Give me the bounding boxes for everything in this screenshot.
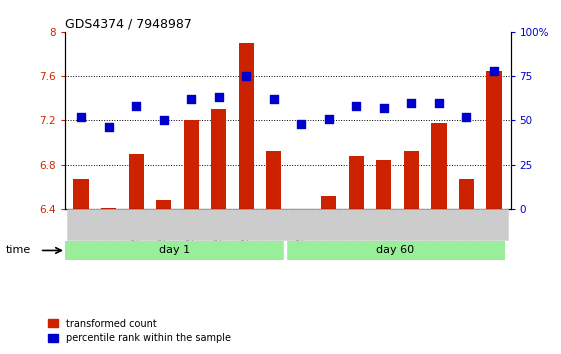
Bar xyxy=(343,210,370,240)
Bar xyxy=(398,210,425,240)
Bar xyxy=(95,210,122,240)
Text: GDS4374 / 7948987: GDS4374 / 7948987 xyxy=(65,18,191,31)
Bar xyxy=(183,120,199,209)
Bar xyxy=(376,160,392,209)
Point xyxy=(324,116,333,121)
Point xyxy=(297,121,306,127)
Bar xyxy=(122,210,150,240)
Bar xyxy=(404,152,419,209)
Bar xyxy=(321,196,337,209)
Point xyxy=(187,96,196,102)
Bar xyxy=(425,210,453,240)
Bar xyxy=(156,200,171,209)
Point xyxy=(434,100,443,105)
Bar xyxy=(238,43,254,209)
Bar xyxy=(232,210,260,240)
Bar xyxy=(65,241,285,260)
Point xyxy=(462,114,471,120)
Bar xyxy=(453,210,480,240)
Bar xyxy=(260,210,288,240)
Bar xyxy=(266,152,281,209)
Bar xyxy=(285,241,505,260)
Point xyxy=(407,100,416,105)
Point xyxy=(132,103,141,109)
Text: time: time xyxy=(6,245,31,256)
Legend: transformed count, percentile rank within the sample: transformed count, percentile rank withi… xyxy=(44,315,234,347)
Point xyxy=(214,95,223,100)
Bar xyxy=(101,208,116,209)
Bar xyxy=(480,210,508,240)
Bar xyxy=(128,154,144,209)
Text: day 60: day 60 xyxy=(376,245,414,256)
Bar xyxy=(205,210,232,240)
Point xyxy=(159,118,168,123)
Bar xyxy=(315,210,343,240)
Text: day 1: day 1 xyxy=(159,245,190,256)
Bar xyxy=(431,122,447,209)
Bar xyxy=(177,210,205,240)
Bar xyxy=(73,179,89,209)
Bar xyxy=(211,109,226,209)
Bar xyxy=(459,179,474,209)
Point xyxy=(104,125,113,130)
Point xyxy=(76,114,85,120)
Bar xyxy=(288,210,315,240)
Bar xyxy=(370,210,398,240)
Point xyxy=(490,68,499,74)
Point xyxy=(269,96,278,102)
Point xyxy=(379,105,388,111)
Bar xyxy=(349,156,364,209)
Bar xyxy=(150,210,177,240)
Point xyxy=(352,103,361,109)
Bar xyxy=(67,210,95,240)
Point xyxy=(242,73,251,79)
Bar xyxy=(486,70,502,209)
